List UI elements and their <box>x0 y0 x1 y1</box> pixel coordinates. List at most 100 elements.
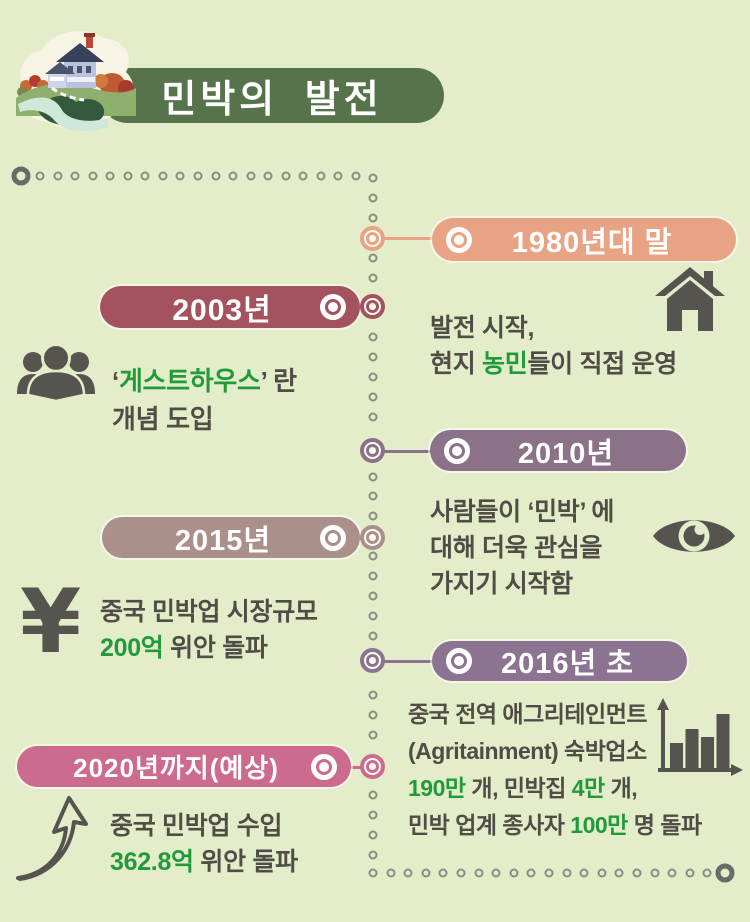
timeline-dot <box>263 171 273 181</box>
timeline-dot <box>702 868 712 878</box>
desc-line: 대해 더욱 관심을 <box>430 530 614 566</box>
desc-2016: 중국 전역 애그리테인먼트 (Agritainment) 숙박업소 190만 개… <box>408 696 702 844</box>
text-segment: 위안 돌파 <box>163 634 268 662</box>
timeline-dot <box>368 571 378 581</box>
timeline-dot <box>105 171 115 181</box>
highlight-text: 200억 <box>100 634 164 662</box>
timeline-dot <box>456 868 466 878</box>
date-pill-2020: 2020년까지(예상) <box>17 746 351 787</box>
timeline-dot <box>368 631 378 641</box>
timeline-dot <box>667 868 677 878</box>
text-segment: 발전 시작, <box>430 314 535 342</box>
timeline-dot <box>368 690 378 700</box>
text-segment: 중국 전역 애그리테인먼트 <box>408 701 648 727</box>
text-segment: 개, 민박집 <box>465 775 572 801</box>
timeline-dot <box>368 332 378 342</box>
timeline-dot <box>88 171 98 181</box>
timeline-dot <box>386 868 396 878</box>
timeline-dot <box>351 171 361 181</box>
target-icon <box>446 226 472 253</box>
bar-chart-icon <box>657 698 743 776</box>
timeline-node-2020 <box>360 754 385 779</box>
desc-line: 200억 위안 돌파 <box>100 630 318 666</box>
date-label-2003: 2003년 <box>172 294 272 327</box>
desc-line: (Agritainment) 숙박업소 <box>408 733 702 770</box>
desc-line: 190만 개, 민박집 4만 개, <box>408 770 702 807</box>
date-pill-2015: 2015년 <box>102 517 360 558</box>
timeline-dot <box>438 868 448 878</box>
timeline-dot <box>368 173 378 183</box>
text-segment: 중국 민박업 수입 <box>110 812 283 840</box>
timeline-dot <box>368 491 378 501</box>
timeline-dot <box>368 412 378 422</box>
timeline-dot <box>123 171 133 181</box>
date-pill-2016: 2016년 초 <box>432 641 687 681</box>
timeline-dot <box>368 551 378 561</box>
timeline-dot <box>368 868 378 878</box>
desc-line: 발전 시작, <box>430 310 677 346</box>
timeline-dot <box>281 171 291 181</box>
house-icon <box>655 267 725 331</box>
timeline-dot <box>316 171 326 181</box>
timeline-dot <box>368 193 378 203</box>
farmhouse-logo <box>16 31 136 132</box>
desc-line: 362.8억 위안 돌파 <box>110 844 298 880</box>
timeline-dot <box>298 171 308 181</box>
eye-icon <box>653 520 735 552</box>
desc-line: 사람들이 ‘민박’ 에 <box>430 494 614 530</box>
timeline-node-2015 <box>360 525 385 550</box>
timeline-dot <box>632 868 642 878</box>
timeline-dot <box>53 171 63 181</box>
timeline-dot <box>509 868 519 878</box>
timeline-dot <box>421 868 431 878</box>
timeline-dot <box>193 171 203 181</box>
timeline-dot <box>70 171 80 181</box>
timeline-dot <box>579 868 589 878</box>
target-icon <box>446 648 472 674</box>
target-icon <box>444 437 470 464</box>
timeline-start-ring <box>11 166 31 186</box>
highlight-text: 4만 <box>571 775 605 801</box>
date-label-2016: 2016년 초 <box>501 648 634 680</box>
connector-2016 <box>383 660 434 663</box>
timeline-dot <box>368 253 378 263</box>
target-icon <box>320 524 346 551</box>
timeline-dot <box>368 591 378 601</box>
timeline-dot <box>562 868 572 878</box>
timeline-dot <box>368 273 378 282</box>
timeline-dot <box>403 868 413 878</box>
desc-1980: 발전 시작, 현지 농민들이 직접 운영 <box>430 310 677 382</box>
timeline-dot <box>614 868 624 878</box>
text-segment: 위안 돌파 <box>193 848 298 876</box>
highlight-text: 게스트하우스 <box>118 366 261 396</box>
timeline-dot <box>368 352 378 362</box>
text-segment: 개념 도입 <box>112 404 214 434</box>
desc-line: 중국 민박업 수입 <box>110 808 298 844</box>
desc-2003: ‘게스트하우스’ 란 개념 도입 <box>112 362 297 438</box>
connector-1980 <box>383 237 434 240</box>
timeline-dot <box>368 710 378 720</box>
text-segment: (Agritainment) 숙박업소 <box>408 738 647 764</box>
timeline-dot <box>685 868 695 878</box>
desc-2015: 중국 민박업 시장규모 200억 위안 돌파 <box>100 594 318 666</box>
highlight-text: 100만 <box>570 812 628 838</box>
timeline-dot <box>368 392 378 402</box>
desc-2010: 사람들이 ‘민박’ 에 대해 더욱 관심을 가지기 시작함 <box>430 494 614 602</box>
timeline-node-2003 <box>360 294 385 319</box>
timeline-dot <box>544 868 554 878</box>
date-label-2020: 2020년까지(예상) <box>73 753 279 783</box>
timeline-dot <box>368 730 378 740</box>
text-segment: 사람들이 ‘민박’ 에 <box>430 498 615 526</box>
date-pill-2010: 2010년 <box>430 430 686 471</box>
text-segment: 들이 직접 운영 <box>527 350 677 378</box>
connector-2010 <box>383 450 432 453</box>
yuan-icon: ¥ <box>20 570 82 673</box>
text-segment: 현지 <box>430 350 483 378</box>
desc-line: 중국 민박업 시장규모 <box>100 594 318 630</box>
timeline-dot <box>368 850 378 860</box>
timeline-dot <box>140 171 150 181</box>
timeline-end-ring <box>715 863 735 883</box>
people-icon <box>17 343 95 402</box>
date-label-1980: 1980년대 말 <box>511 226 673 259</box>
